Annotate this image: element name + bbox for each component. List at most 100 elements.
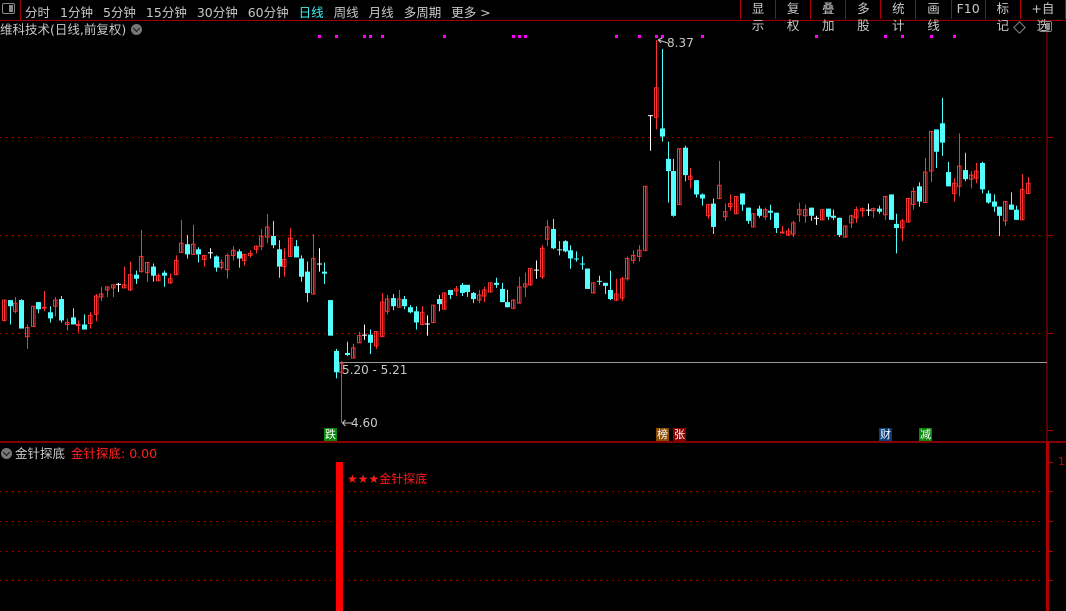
- candle-body-down: [334, 350, 339, 373]
- event-badge[interactable]: 跌: [324, 428, 337, 441]
- candle-body-up: [53, 299, 58, 307]
- event-badge[interactable]: 榜: [656, 428, 669, 441]
- candle-body-down: [82, 324, 87, 330]
- tab-period[interactable]: 30分钟: [196, 5, 238, 20]
- indicator-title-bar: 金针探底 金针探底: 0.00: [0, 443, 157, 462]
- display-button[interactable]: 显示: [740, 0, 777, 33]
- candle-body-up: [625, 257, 630, 280]
- candle-body-down: [889, 194, 894, 220]
- candle-body-down: [809, 207, 814, 216]
- candle-body-down: [877, 208, 882, 212]
- candle-body-up: [820, 209, 825, 221]
- indicator-axis-line: [1046, 443, 1049, 611]
- candle-body-up: [202, 254, 207, 260]
- candle-body-doji: [814, 217, 819, 219]
- candle-body-up: [803, 209, 808, 217]
- candle-body-up: [105, 286, 110, 291]
- candle-body-up: [219, 262, 224, 269]
- range-price-label: 5.20 - 5.21: [342, 363, 408, 377]
- candle-body-up: [31, 305, 36, 328]
- candle-body-up: [374, 331, 379, 347]
- candle-body-down: [963, 170, 968, 180]
- tab-period[interactable]: 月线: [368, 5, 394, 20]
- candle-body-up: [397, 298, 402, 308]
- candle-body-down: [608, 289, 613, 300]
- event-badge[interactable]: 张: [673, 428, 686, 441]
- candle-body-up: [1026, 182, 1031, 194]
- candle-body-up: [242, 253, 247, 261]
- candle-body-down: [746, 207, 751, 221]
- candle-body-up: [488, 282, 493, 293]
- candle-body-up: [849, 215, 854, 224]
- candle-body-down: [414, 311, 419, 323]
- indicator-axis-label: 1: [1058, 455, 1065, 468]
- candle-body-down: [740, 193, 745, 205]
- toolbar: 分时 1分钟 5分钟 15分钟 30分钟 60分钟 日线 周线 月线 多周期 更…: [0, 0, 1066, 33]
- top-marker: [369, 35, 372, 38]
- candle-body-up: [254, 245, 259, 250]
- candle-body-up: [482, 289, 487, 297]
- candle-body-down: [437, 299, 442, 305]
- candle-body-up: [282, 258, 287, 268]
- candle-body-up: [923, 171, 928, 204]
- chevron-down-icon[interactable]: [1, 448, 12, 459]
- candle-body-down: [214, 256, 219, 268]
- candle-body-up: [357, 335, 362, 344]
- top-marker: [815, 35, 818, 38]
- candle-body-up: [477, 294, 482, 301]
- candle-body-up: [728, 203, 733, 208]
- multi-stock-button[interactable]: 多股: [845, 0, 882, 33]
- candle-body-up: [974, 170, 979, 179]
- candle-body-down: [580, 263, 585, 265]
- tab-period[interactable]: 60分钟: [247, 5, 289, 20]
- candle-body-down: [671, 171, 676, 216]
- candle-body-up: [654, 87, 659, 118]
- chevron-down-icon[interactable]: [131, 24, 143, 35]
- candle-body-up: [191, 243, 196, 255]
- candle-body-down: [368, 334, 373, 343]
- candle-body-up: [614, 293, 619, 301]
- statistics-button[interactable]: 统计: [880, 0, 917, 33]
- candle-body-up: [339, 362, 344, 373]
- candle-body-down: [551, 228, 556, 249]
- signal-bar: [336, 462, 343, 611]
- top-marker: [901, 35, 904, 38]
- candle-body-down: [894, 223, 899, 228]
- candle-body-up: [265, 226, 270, 238]
- tab-period[interactable]: 多周期: [403, 5, 442, 20]
- candle-body-doji: [866, 209, 871, 211]
- candle-body-down: [59, 299, 64, 321]
- tab-period[interactable]: 分时: [25, 5, 51, 20]
- candle-body-down: [465, 284, 470, 292]
- top-marker: [638, 35, 641, 38]
- candle-body-up: [2, 299, 7, 321]
- low-arrow-icon: [342, 419, 353, 427]
- sidebar-toggle-icon[interactable]: [2, 3, 15, 14]
- top-marker: [335, 35, 338, 38]
- top-marker: [524, 35, 527, 38]
- candle-body-up: [139, 255, 144, 273]
- indicator-value: 金针探底: 0.00: [71, 446, 158, 461]
- tab-period[interactable]: 15分钟: [145, 5, 187, 20]
- candle-body-down: [992, 201, 997, 207]
- tab-more[interactable]: 更多 >: [451, 5, 491, 20]
- tab-period[interactable]: 1分钟: [60, 5, 93, 20]
- candle-body-down: [934, 129, 939, 152]
- candle-body-down: [563, 241, 568, 252]
- candle-body-up: [517, 286, 522, 304]
- event-badge[interactable]: 减: [919, 428, 932, 441]
- candle-body-up: [797, 209, 802, 216]
- candle-body-down: [185, 244, 190, 255]
- candle-body-up: [259, 235, 264, 247]
- panel-toggle-icon[interactable]: [1039, 21, 1052, 32]
- tab-period-daily[interactable]: 日线: [298, 5, 324, 20]
- candle-body-up: [523, 283, 528, 288]
- candle-body-down: [757, 208, 762, 216]
- tab-period[interactable]: 周线: [333, 5, 359, 20]
- tab-period[interactable]: 5分钟: [102, 5, 136, 20]
- event-badge[interactable]: 财: [879, 428, 892, 441]
- candle-body-down: [408, 307, 413, 313]
- candle-body-up: [145, 262, 150, 274]
- candle-body-down: [448, 289, 453, 296]
